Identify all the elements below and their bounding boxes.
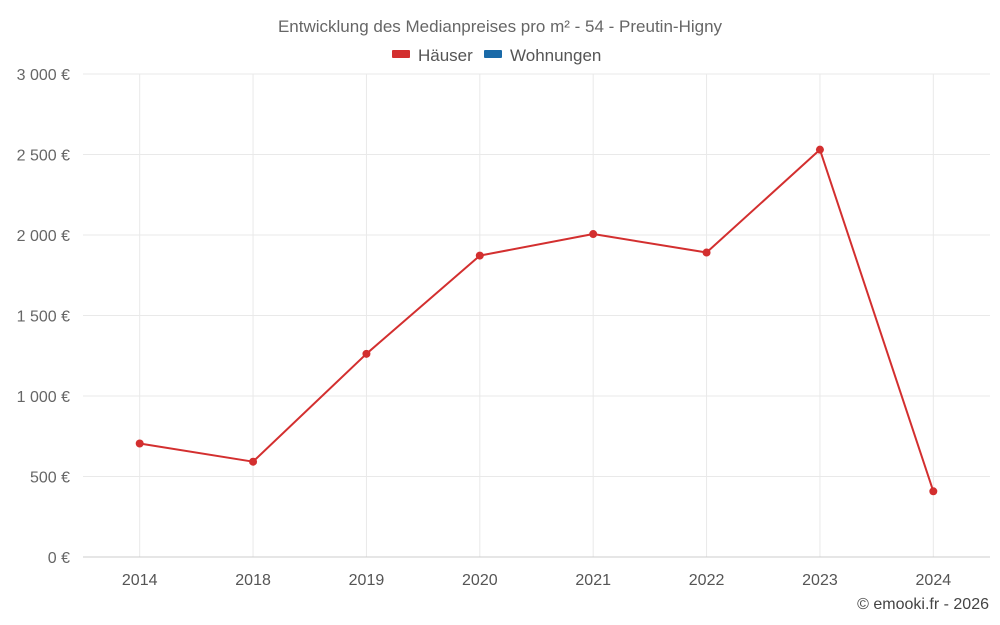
x-axis-ticks: 2014 2018 2019 2020 2021 2022 2023 2024: [122, 572, 951, 589]
y-tick-label: 1 500 €: [17, 309, 70, 326]
x-tick-label: 2018: [235, 572, 271, 589]
x-tick-label: 2014: [122, 572, 158, 589]
legend: Häuser Wohnungen: [392, 46, 601, 65]
data-point[interactable]: [135, 439, 144, 448]
y-tick-label: 2 000 €: [17, 228, 70, 245]
x-tick-label: 2022: [689, 572, 725, 589]
chart-title: Entwicklung des Medianpreises pro m² - 5…: [278, 17, 723, 36]
y-tick-label: 0 €: [48, 550, 70, 567]
y-tick-label: 2 500 €: [17, 148, 70, 165]
data-point[interactable]: [589, 230, 598, 239]
data-point[interactable]: [475, 251, 484, 260]
series-haeuser: [135, 145, 938, 496]
data-point[interactable]: [815, 145, 824, 154]
y-tick-label: 3 000 €: [17, 67, 70, 84]
legend-item-wohnungen[interactable]: Wohnungen: [484, 46, 601, 65]
legend-label-haeuser: Häuser: [418, 46, 473, 65]
legend-label-wohnungen: Wohnungen: [510, 46, 601, 65]
legend-swatch-haeuser: [392, 50, 410, 58]
y-gridlines: [83, 73, 990, 477]
x-tick-label: 2019: [349, 572, 385, 589]
y-tick-label: 500 €: [30, 470, 70, 487]
x-tick-label: 2024: [916, 572, 952, 589]
x-tick-label: 2023: [802, 572, 838, 589]
data-point[interactable]: [362, 349, 371, 358]
credit-text: © emooki.fr - 2026: [857, 596, 989, 613]
series-line-häuser: [139, 148, 935, 492]
legend-item-haeuser[interactable]: Häuser: [392, 46, 473, 65]
y-tick-label: 1 000 €: [17, 389, 70, 406]
data-point[interactable]: [929, 487, 938, 496]
x-gridlines: [139, 74, 934, 557]
legend-swatch-wohnungen: [484, 50, 502, 58]
x-tick-label: 2021: [575, 572, 611, 589]
data-point[interactable]: [249, 457, 258, 466]
y-axis-ticks: 0 € 500 € 1 000 € 1 500 € 2 000 € 2 500 € 3 00…: [17, 67, 70, 567]
data-point[interactable]: [702, 248, 711, 257]
x-tick-label: 2020: [462, 572, 498, 589]
